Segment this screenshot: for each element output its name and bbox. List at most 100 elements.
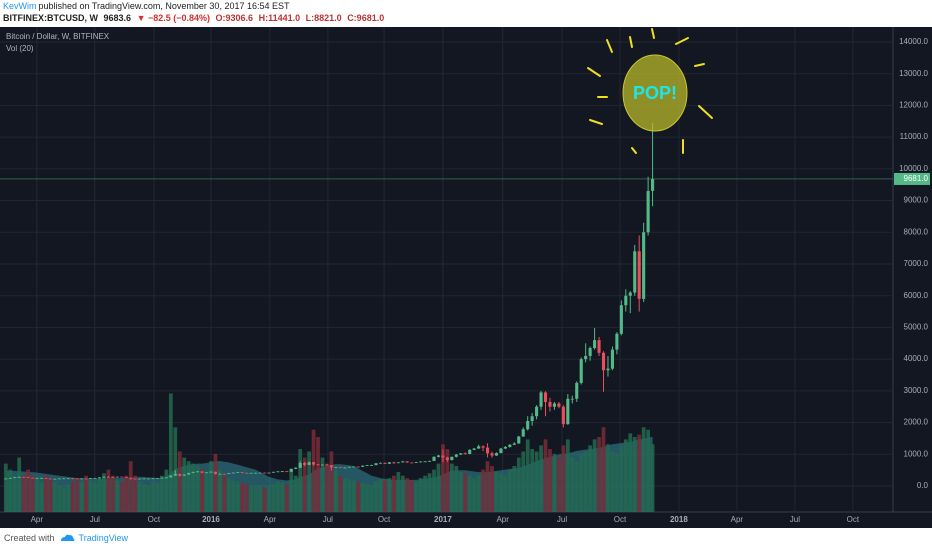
candle-body: [530, 416, 534, 421]
y-tick-label: 10000.0: [899, 164, 928, 173]
volume-bar: [606, 444, 610, 512]
ray: [589, 119, 603, 125]
volume-bar: [311, 429, 316, 512]
candle-body: [218, 473, 222, 475]
candle-body: [245, 472, 249, 474]
volume-bar: [70, 481, 75, 512]
volume-bar: [565, 439, 570, 512]
volume-bar: [610, 451, 615, 512]
volume-bar: [427, 473, 432, 512]
candle-body: [303, 463, 307, 465]
volume-bar: [623, 439, 628, 512]
ohlc: L:8821.0: [305, 13, 342, 23]
footer: Created with TradingView: [4, 533, 128, 543]
volume-layer: [3, 393, 655, 512]
ray: [675, 37, 689, 45]
volume-bar: [133, 475, 138, 512]
candle-body: [566, 398, 570, 425]
candle-body: [628, 292, 632, 296]
candle-body: [454, 454, 458, 457]
candle-body: [356, 466, 360, 468]
published: published on TradingView.com, November 3…: [38, 1, 290, 11]
volume-bar: [445, 449, 450, 512]
candle-body: [209, 471, 213, 473]
candle-body: [271, 471, 275, 473]
brand[interactable]: TradingView: [78, 533, 129, 543]
volume-bar: [650, 444, 655, 512]
candle-body: [383, 462, 387, 464]
volume-bar: [155, 482, 160, 512]
volume-bar: [276, 481, 280, 512]
volume-bar: [592, 439, 597, 512]
candle-body: [615, 333, 619, 350]
pop-label: POP!: [633, 83, 677, 103]
volume-bar: [472, 478, 477, 512]
x-tick-label: Apr: [731, 515, 744, 524]
y-tick-label: 4000.0: [904, 354, 929, 363]
volume-bar: [507, 469, 512, 512]
author[interactable]: KevWim: [3, 1, 37, 11]
volume-bar: [240, 482, 245, 512]
candle-body: [445, 457, 449, 460]
volume-bar: [235, 481, 240, 512]
candle-body: [521, 429, 525, 437]
candle-body: [427, 460, 432, 462]
axes-layer: 0.0 1000.0 2000.0 3000.0 4000.0 5000.0 6000.0 7…: [31, 37, 930, 524]
candle-body: [401, 461, 405, 463]
candle-body: [106, 476, 110, 478]
volume-bar: [521, 451, 526, 512]
volume-bar: [61, 487, 66, 512]
volume-bar: [244, 484, 249, 512]
volume-bar: [182, 457, 187, 512]
candle-body: [80, 478, 84, 480]
volume-bar: [365, 484, 369, 512]
candle-body: [396, 462, 400, 464]
volume-bar: [378, 479, 383, 512]
x-tick-label: Oct: [378, 515, 391, 524]
volume-bar: [30, 475, 35, 512]
volume-bar: [213, 453, 218, 512]
candle-body: [48, 478, 52, 480]
volume-bar: [476, 475, 481, 512]
volume-bar: [499, 473, 503, 512]
ray: [606, 39, 613, 53]
volume-bar: [561, 445, 566, 512]
candle-body: [361, 465, 365, 467]
last-price-label: 9681.0: [904, 174, 929, 183]
ohlc: O:9306.6: [215, 13, 254, 23]
volume-bar: [325, 463, 329, 512]
candle-body: [419, 461, 423, 463]
candle-body: [4, 478, 8, 480]
volume-bar: [200, 469, 204, 512]
candle-body: [240, 472, 244, 473]
chart-title: Bitcoin / Dollar, W, BITFINEX: [6, 32, 110, 41]
x-tick-label: Oct: [148, 515, 161, 524]
candle-body: [196, 471, 200, 473]
volume-bar: [615, 453, 619, 512]
candle-layer: [0, 123, 893, 480]
volume-bar: [17, 457, 22, 512]
candle-body: [187, 472, 191, 475]
y-tick-label: 7000.0: [904, 259, 929, 268]
candle-body: [619, 305, 623, 334]
ray: [631, 147, 637, 154]
candle-body: [334, 467, 338, 469]
volume-bar: [597, 436, 601, 512]
volume-bar: [75, 478, 80, 512]
candle-body: [472, 448, 476, 450]
candle-body: [352, 466, 356, 468]
candle-body: [374, 463, 378, 466]
volume-bar: [39, 481, 44, 512]
y-tick-label: 9000.0: [904, 196, 929, 205]
volume-bar: [110, 475, 115, 512]
x-tick-label: Jul: [790, 515, 800, 524]
volume-bar: [164, 469, 169, 512]
candle-body: [169, 475, 173, 478]
candle-body: [173, 473, 177, 476]
volume-bar: [516, 457, 521, 512]
x-tick-label: Apr: [496, 515, 509, 524]
y-tick-label: 2000.0: [904, 418, 929, 427]
candle-body: [97, 477, 102, 479]
volume-bar: [360, 482, 365, 512]
volume-bar: [209, 461, 213, 512]
